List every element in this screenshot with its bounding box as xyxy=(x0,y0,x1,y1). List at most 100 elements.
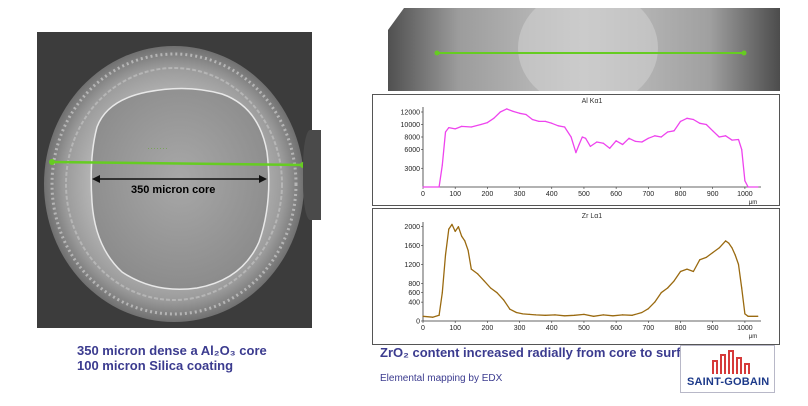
zr-data-point xyxy=(444,254,447,256)
left-caption-line2: 100 micron Silica coating xyxy=(77,358,234,373)
zr-y-tick-label: 0 xyxy=(416,319,420,326)
al-data-point xyxy=(705,123,707,126)
zr-data-point xyxy=(660,292,662,294)
zr-data-point xyxy=(573,314,575,316)
al-data-point xyxy=(647,137,649,139)
al-data-point xyxy=(544,120,546,122)
al-data-point xyxy=(741,148,743,151)
al-x-tick-label: 1000 xyxy=(737,191,753,198)
al-data-point xyxy=(480,123,482,126)
al-x-tick-label: 600 xyxy=(610,191,622,198)
al-profile-chart: Al Kα1 0 100 200 300 400 500 600 700 800 900 1000 30… xyxy=(372,94,780,206)
zr-data-point xyxy=(483,280,485,282)
zr-data-point xyxy=(593,315,595,317)
al-data-point xyxy=(578,143,580,146)
al-x-unit-label: μm xyxy=(749,200,757,206)
right-caption-line1: ZrO₂ content increased radially from cor… xyxy=(380,345,703,360)
zr-x-tick-label: 500 xyxy=(578,325,590,332)
zr-x-tick-label: 700 xyxy=(642,325,654,332)
al-x-tick-label: 0 xyxy=(421,191,425,198)
al-data-point xyxy=(551,122,553,124)
al-series-line-0 xyxy=(423,108,758,188)
zr-data-point xyxy=(441,292,443,294)
al-x-tick-label: 300 xyxy=(514,191,526,198)
zr-data-point xyxy=(477,273,479,275)
zr-data-point xyxy=(673,280,675,282)
saint-gobain-logo: SAINT-GOBAIN xyxy=(680,345,775,393)
zr-data-point xyxy=(509,308,511,310)
al-y-tick-label: 10000 xyxy=(401,122,421,129)
zr-x-unit-label: μm xyxy=(749,334,757,340)
al-y-tick-label: 8000 xyxy=(404,135,420,142)
zr-data-point xyxy=(454,230,456,233)
al-data-point xyxy=(602,142,604,144)
al-data-point xyxy=(444,131,447,133)
al-data-point xyxy=(531,118,534,121)
al-data-point xyxy=(596,141,598,143)
sem-line-scan-image xyxy=(388,8,780,91)
al-data-point xyxy=(660,136,662,138)
zr-y-tick-label: 2000 xyxy=(404,224,420,231)
zr-x-tick-label: 400 xyxy=(546,325,558,332)
zr-data-point xyxy=(686,268,688,270)
al-chart-title: Al Kα1 xyxy=(582,98,603,105)
al-data-point xyxy=(518,112,521,114)
al-data-point xyxy=(538,120,540,122)
al-data-point xyxy=(641,141,643,143)
zr-data-point xyxy=(712,252,714,254)
zr-data-point xyxy=(699,259,701,261)
al-data-point xyxy=(747,186,749,188)
zr-data-point xyxy=(692,270,694,273)
zr-data-point xyxy=(734,254,736,256)
zr-data-point xyxy=(641,311,643,314)
al-x-tick-label: 700 xyxy=(642,191,654,198)
zr-data-point xyxy=(654,301,656,303)
al-data-point xyxy=(615,140,617,142)
zr-data-point xyxy=(631,314,633,316)
zr-data-point xyxy=(705,256,707,258)
zr-data-point xyxy=(467,249,469,251)
zr-data-point xyxy=(470,268,472,270)
zr-x-tick-label: 1000 xyxy=(737,325,753,332)
zr-data-point xyxy=(451,223,453,225)
al-x-tick-label: 900 xyxy=(707,191,719,198)
neighbor-particle-edge xyxy=(303,130,321,220)
zr-data-point xyxy=(522,313,524,315)
al-data-point xyxy=(673,130,675,132)
zr-data-point xyxy=(564,315,566,317)
al-data-point xyxy=(737,138,740,141)
zr-y-tick-label: 1600 xyxy=(404,243,420,250)
al-data-point xyxy=(564,126,566,128)
al-data-point xyxy=(757,186,759,188)
al-data-point xyxy=(667,131,669,133)
al-x-tick-label: 100 xyxy=(449,191,461,198)
zr-data-point xyxy=(741,287,743,289)
zr-data-point xyxy=(612,315,614,317)
alumina-core xyxy=(90,87,270,291)
al-chart-svg: Al Kα1 0 100 200 300 400 500 600 700 800 900 1000 30… xyxy=(401,98,761,206)
zr-data-point xyxy=(502,299,505,301)
al-data-point xyxy=(581,136,583,138)
al-data-point xyxy=(525,113,527,116)
al-data-point xyxy=(686,117,688,119)
al-data-point xyxy=(628,137,630,139)
zr-data-point xyxy=(737,263,740,266)
al-data-point xyxy=(634,140,637,142)
green-scan-line xyxy=(49,160,306,167)
zr-data-point xyxy=(647,308,649,310)
sem-strip-graphic xyxy=(388,8,780,91)
al-data-point xyxy=(724,135,727,137)
al-data-point xyxy=(692,118,694,121)
al-data-point xyxy=(557,125,559,127)
zr-data-point xyxy=(621,314,624,316)
zr-data-point xyxy=(464,240,466,242)
al-data-point xyxy=(461,125,463,127)
al-data-point xyxy=(422,186,424,188)
zr-data-point xyxy=(718,247,720,249)
zr-x-tick-label: 800 xyxy=(675,325,687,332)
al-data-point xyxy=(454,128,456,130)
zr-data-point xyxy=(667,287,669,289)
al-data-point xyxy=(575,152,577,154)
al-data-point xyxy=(744,180,746,182)
zr-x-tick-label: 900 xyxy=(707,325,719,332)
